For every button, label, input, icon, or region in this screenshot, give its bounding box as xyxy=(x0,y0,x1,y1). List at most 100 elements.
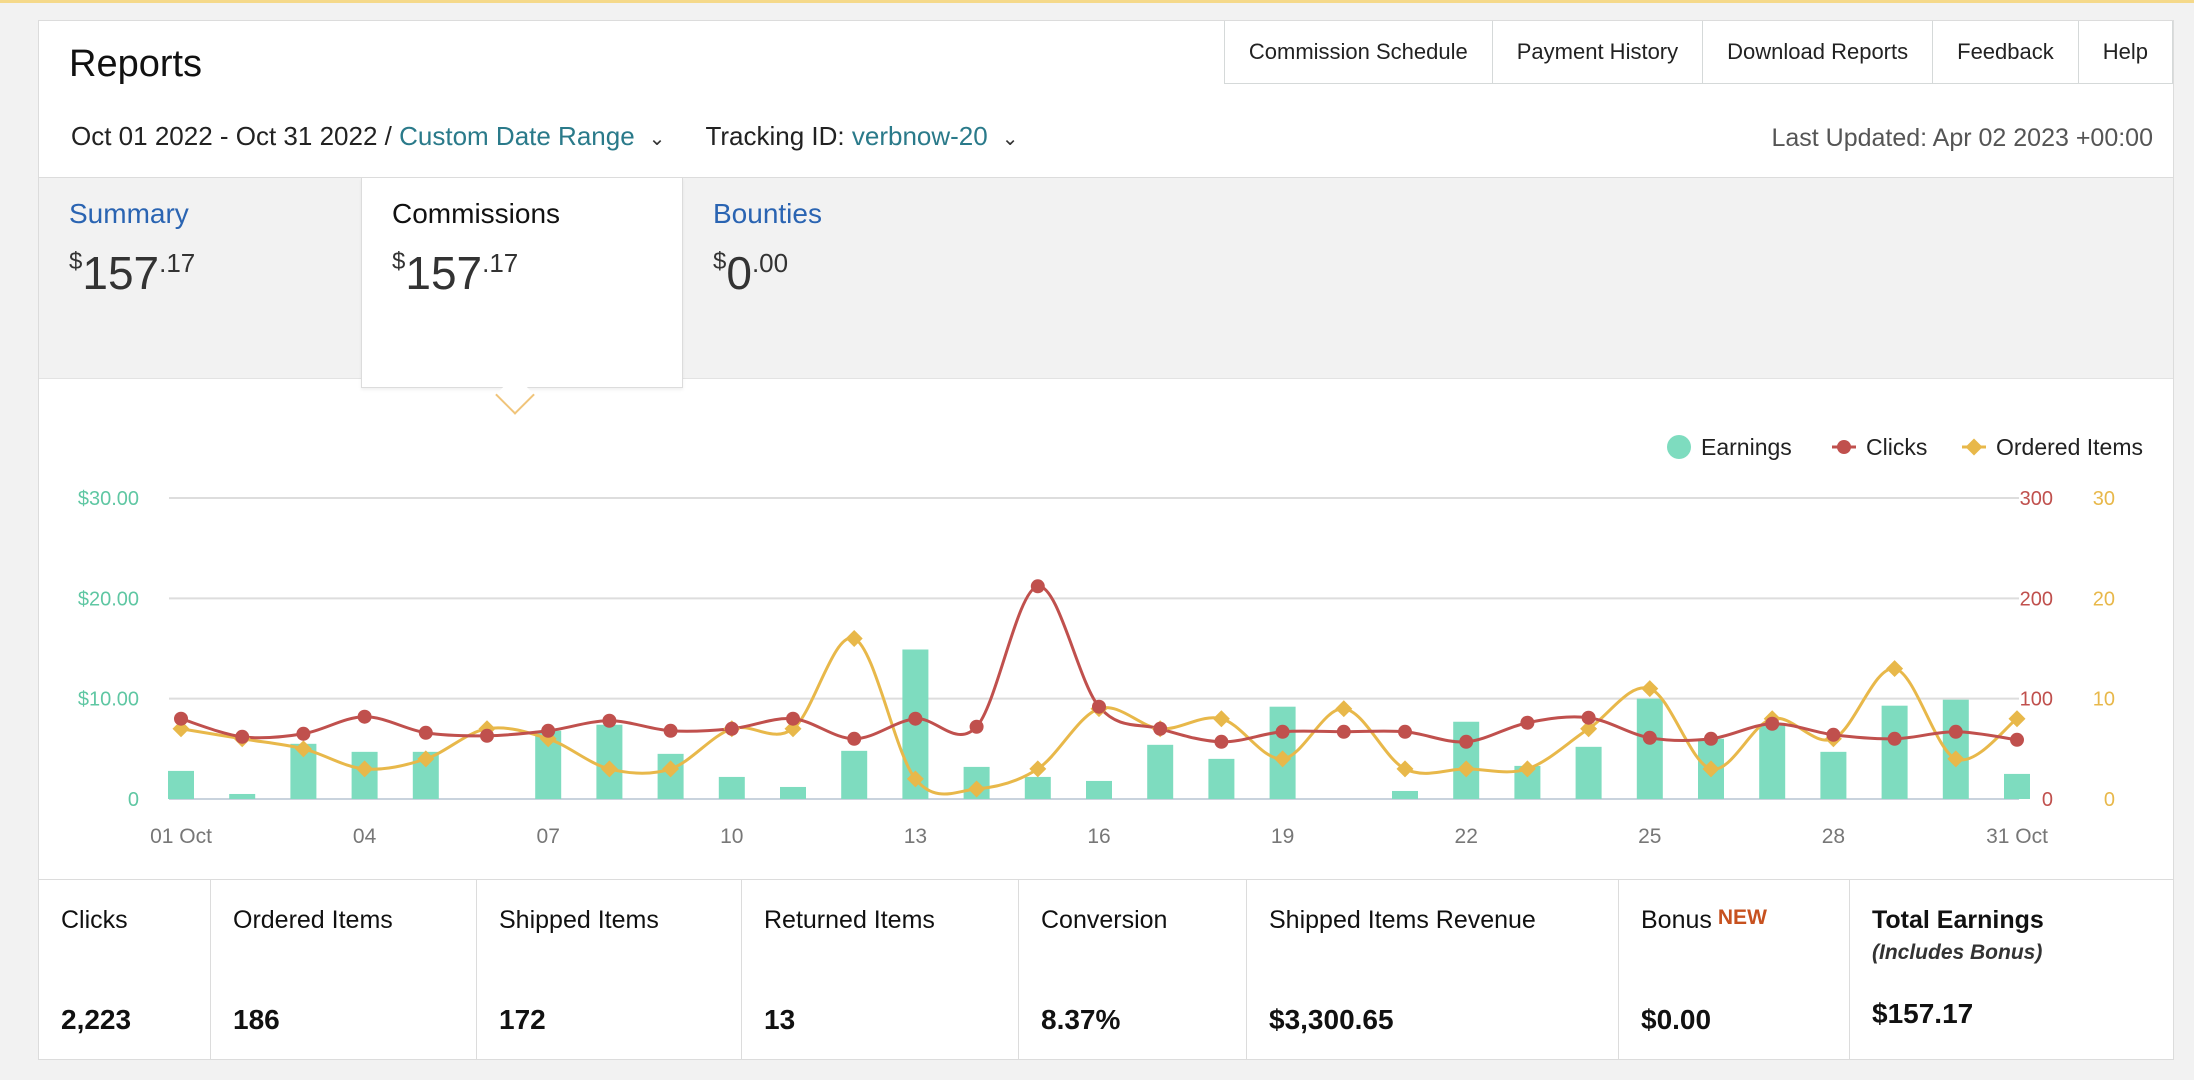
stat-clicks: Clicks 2,223 xyxy=(39,880,211,1060)
legend-items-icon xyxy=(1965,438,1983,456)
stat-label: Ordered Items xyxy=(233,906,393,934)
date-range-text: Oct 01 2022 - Oct 31 2022 / xyxy=(71,121,392,151)
earnings-bar xyxy=(841,750,868,799)
clicks-point xyxy=(1520,715,1535,730)
ordered-items-point xyxy=(1029,760,1047,778)
new-badge: NEW xyxy=(1717,906,1767,929)
y-axis-left-label: $30.00 xyxy=(78,488,139,510)
earnings-bar xyxy=(718,776,745,799)
tab-summary-label: Summary xyxy=(69,198,189,229)
ordered-items-point xyxy=(662,760,680,778)
y-axis-items-label: 20 xyxy=(2093,588,2115,610)
earnings-bar xyxy=(168,770,194,799)
earnings-bar xyxy=(229,793,256,799)
ordered-items-point xyxy=(1641,680,1659,698)
clicks-point xyxy=(1704,731,1718,746)
download-reports-button[interactable]: Download Reports xyxy=(1702,21,1934,84)
clicks-point xyxy=(1336,724,1351,739)
earnings-chart: 0 $10.00 $20.00 $30.00 0 100 200 300 0 10 20 30 01 O… xyxy=(39,381,2173,881)
tab-commissions[interactable]: Commissions $157.17 xyxy=(361,178,683,388)
clicks-point xyxy=(235,729,250,744)
stat-conversion: Conversion 8.37% xyxy=(1019,880,1247,1060)
earnings-bar xyxy=(1881,705,1908,799)
help-button[interactable]: Help xyxy=(2077,21,2173,84)
amount-whole: 0 xyxy=(726,247,752,299)
chevron-down-icon[interactable]: ⌄ xyxy=(1001,128,1019,150)
x-axis-label: 04 xyxy=(353,825,377,848)
earnings-bar xyxy=(780,786,806,799)
clicks-point xyxy=(541,723,556,738)
stat-value: 13 xyxy=(764,1004,796,1035)
stat-ordered-items: Ordered Items 186 xyxy=(211,880,477,1060)
x-axis-label: 16 xyxy=(1087,825,1110,848)
stat-label: Shipped Items Revenue xyxy=(1269,906,1536,934)
clicks-point xyxy=(1275,724,1290,739)
stat-shipped-items: Shipped Items 172 xyxy=(477,880,742,1060)
chevron-down-icon[interactable]: ⌄ xyxy=(648,128,666,150)
page-title: Reports xyxy=(69,43,203,85)
legend-clicks-icon xyxy=(1837,440,1851,454)
ordered-items-line xyxy=(180,636,2018,796)
clicks-point xyxy=(174,711,188,726)
ordered-items-point xyxy=(2008,710,2026,728)
earnings-bar xyxy=(1147,744,1174,799)
tab-summary[interactable]: Summary $157.17 xyxy=(39,178,361,378)
clicks-point xyxy=(418,725,433,740)
ordered-items-point xyxy=(600,760,618,778)
clicks-point xyxy=(1887,731,1902,746)
clicks-point xyxy=(1030,579,1045,594)
clicks-point xyxy=(663,723,678,738)
earnings-bar xyxy=(1208,758,1235,799)
amount-cents: .00 xyxy=(751,248,789,278)
y-axis-items-label: 10 xyxy=(2093,689,2115,711)
x-axis-label: 10 xyxy=(720,825,743,848)
ordered-items-point xyxy=(294,740,312,758)
stat-label: Conversion xyxy=(1041,906,1168,934)
tab-commissions-amount: $157.17 xyxy=(392,246,652,300)
earnings-bar xyxy=(1759,724,1786,799)
x-axis-label: 07 xyxy=(537,825,560,848)
bonus-label: Bonus xyxy=(1641,906,1712,934)
clicks-point xyxy=(969,719,984,734)
tracking-id-dropdown[interactable]: verbnow-20 xyxy=(851,121,988,151)
stat-value: 2,223 xyxy=(61,1004,132,1035)
y-axis-left-label: $20.00 xyxy=(78,588,139,610)
stat-label: Total Earnings xyxy=(1872,906,2044,934)
ordered-items-point xyxy=(968,780,986,798)
y-axis-left-label: 0 xyxy=(128,789,139,811)
top-accent-bar xyxy=(0,0,2194,3)
stats-summary: Clicks 2,223 Ordered Items 186 Shipped I… xyxy=(39,879,2173,1060)
payment-history-button[interactable]: Payment History xyxy=(1491,21,1704,84)
ordered-items-point xyxy=(356,760,374,778)
earnings-bar xyxy=(1392,790,1418,799)
clicks-point xyxy=(1765,716,1780,731)
ordered-items-point xyxy=(417,750,435,768)
feedback-button[interactable]: Feedback xyxy=(1932,21,2079,84)
y-axis-items-label: 0 xyxy=(2104,789,2115,811)
ordered-items-point xyxy=(784,720,802,738)
ordered-items-point xyxy=(906,770,924,788)
y-axis-clicks-label: 300 xyxy=(2020,488,2053,510)
x-axis-label: 13 xyxy=(904,825,927,848)
currency-symbol: $ xyxy=(69,248,83,275)
y-axis-clicks-label: 100 xyxy=(2020,689,2053,711)
legend-earnings-icon xyxy=(1667,435,1691,459)
stat-shipped-revenue: Shipped Items Revenue $3,300.65 xyxy=(1247,880,1619,1060)
legend-label: Ordered Items xyxy=(1996,434,2143,460)
earnings-bar xyxy=(1086,780,1112,799)
y-axis-clicks-label: 200 xyxy=(2020,588,2053,610)
clicks-point xyxy=(1581,710,1596,725)
earnings-bar xyxy=(1024,776,1051,799)
stat-value: 186 xyxy=(233,1004,280,1035)
clicks-point xyxy=(908,711,923,726)
tab-bounties[interactable]: Bounties $0.00 xyxy=(683,178,1005,378)
reports-panel: Reports Commission Schedule Payment Hist… xyxy=(38,20,2174,1060)
custom-date-range-link[interactable]: Custom Date Range xyxy=(399,121,635,151)
stat-label: Returned Items xyxy=(764,906,935,934)
ordered-items-point xyxy=(1886,660,1904,678)
report-nav: Commission Schedule Payment History Down… xyxy=(1223,21,2173,84)
commission-schedule-button[interactable]: Commission Schedule xyxy=(1223,21,1493,84)
earnings-bar xyxy=(1453,721,1480,799)
tab-bounties-amount: $0.00 xyxy=(713,246,975,300)
clicks-point xyxy=(602,713,617,728)
